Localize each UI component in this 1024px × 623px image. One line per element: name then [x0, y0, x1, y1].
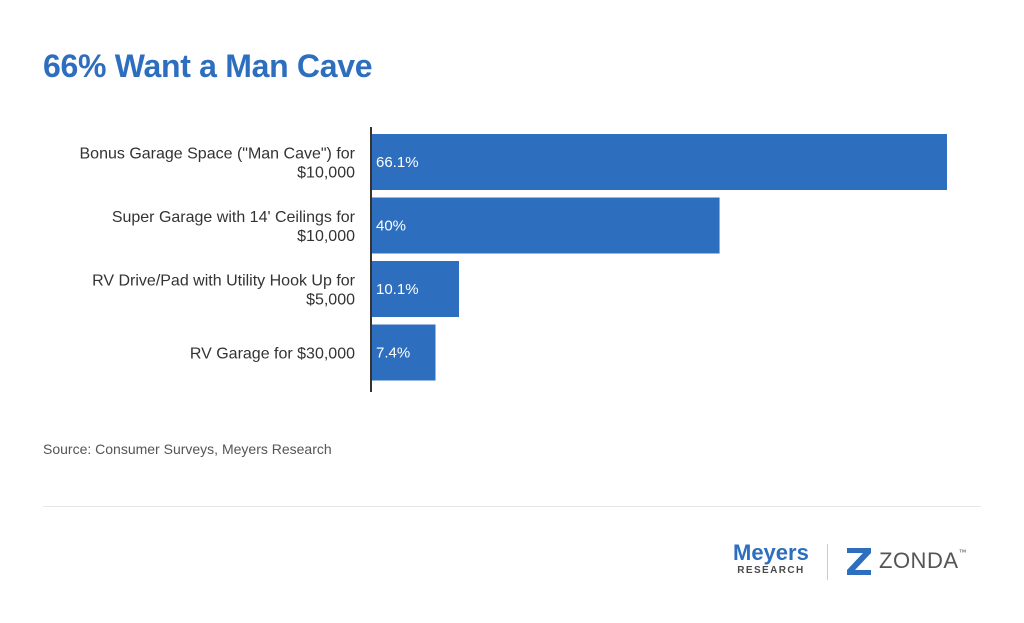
- bar-0: [371, 134, 947, 190]
- bar-chart: 66.1% Bonus Garage Space ("Man Cave") for…: [80, 127, 947, 392]
- zonda-logo: ZONDA™: [845, 546, 967, 576]
- bar-2: [371, 261, 460, 317]
- meyers-research-logo: Meyers RESEARCH: [733, 542, 809, 578]
- source-note: Source: Consumer Surveys, Meyers Researc…: [43, 441, 332, 457]
- bars-group: [371, 134, 947, 381]
- meyers-logo-sub: RESEARCH: [737, 565, 805, 576]
- category-label-3-line-0: RV Garage for $30,000: [190, 346, 355, 363]
- value-label-1: 40%: [376, 218, 406, 235]
- category-label-1-line-0: Super Garage with 14' Ceilings for: [112, 209, 356, 226]
- bar-1: [371, 197, 720, 254]
- labels-group: 66.1% Bonus Garage Space ("Man Cave") for…: [80, 146, 419, 363]
- category-label-0-line-0: Bonus Garage Space ("Man Cave") for: [80, 146, 356, 163]
- value-label-3: 7.4%: [376, 345, 410, 362]
- footer-divider: [43, 506, 981, 507]
- chart-title: 66% Want a Man Cave: [43, 48, 373, 84]
- meyers-logo-name: Meyers: [733, 540, 809, 565]
- category-label-2-line-0: RV Drive/Pad with Utility Hook Up for: [92, 273, 356, 290]
- zonda-logo-word: ZONDA™: [879, 548, 967, 573]
- category-label-1-line-1: $10,000: [297, 228, 355, 245]
- logo-separator: [827, 544, 828, 580]
- value-label-0: 66.1%: [376, 154, 419, 171]
- category-label-0-line-1: $10,000: [297, 165, 355, 182]
- category-label-2-line-1: $5,000: [306, 292, 355, 309]
- bar-3: [371, 324, 436, 381]
- value-label-2: 10.1%: [376, 281, 419, 298]
- zonda-z-icon: [847, 548, 871, 575]
